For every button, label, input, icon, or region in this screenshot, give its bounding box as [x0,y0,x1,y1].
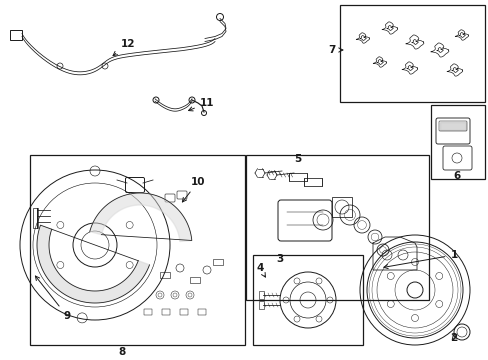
Text: 9: 9 [35,276,70,321]
Bar [198,309,205,315]
Text: 4: 4 [256,263,265,277]
Text: 8: 8 [118,347,125,357]
Bar [252,255,362,345]
Bar [304,178,321,186]
Bar [143,309,152,315]
Bar [339,5,484,102]
Bar [162,309,170,315]
Bar [288,173,306,181]
Bar [259,291,264,299]
Text: 1: 1 [383,250,457,269]
Text: 5: 5 [294,154,301,164]
Bar [33,208,38,228]
Polygon shape [439,122,465,130]
Bar [331,197,351,217]
Text: 12: 12 [113,39,135,56]
Text: 2: 2 [449,333,457,343]
Bar [213,259,223,265]
Text: 6: 6 [452,171,460,181]
Polygon shape [37,225,149,303]
Bar [430,105,484,179]
Text: 3: 3 [276,254,283,264]
Bar [30,155,244,345]
Bar [160,272,170,278]
Text: 11: 11 [188,98,214,111]
Bar [259,301,264,309]
Bar [245,155,428,300]
Text: 10: 10 [182,177,205,202]
Text: 7: 7 [327,45,342,55]
Bar [190,277,200,283]
Polygon shape [90,193,191,242]
Bar [180,309,187,315]
Bar [10,30,22,40]
